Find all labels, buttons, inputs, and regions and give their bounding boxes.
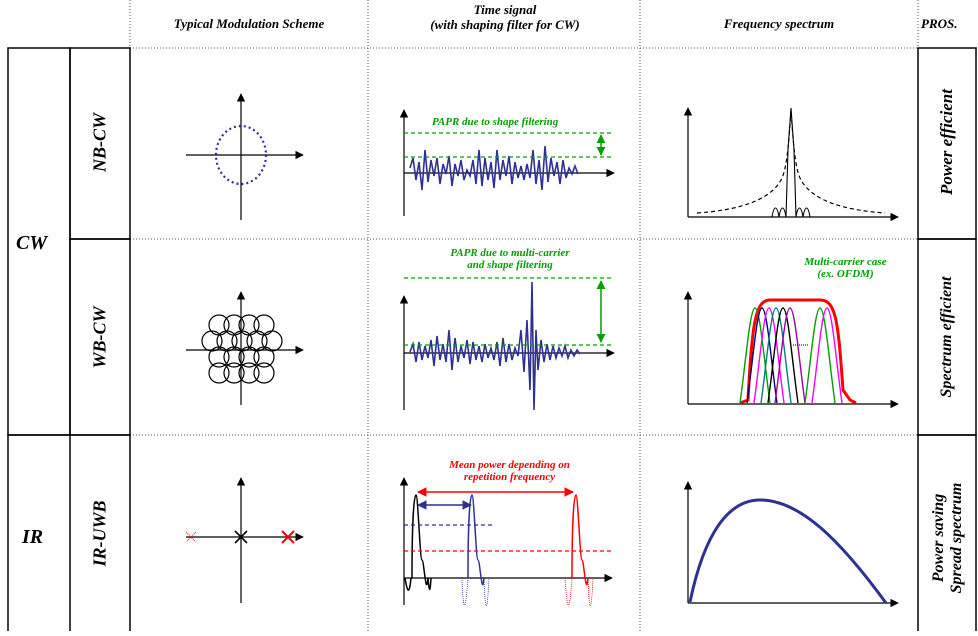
nbcw-spectrum <box>683 107 899 222</box>
nbcw-constellation <box>186 93 304 220</box>
row-label-iruwb: IR-UWB <box>89 500 110 567</box>
iruwb-mean-line1: Mean power depending on <box>449 459 570 471</box>
wbcw-multicarrier-annotation: Multi-carrier case (ex. OFDM) <box>778 256 913 280</box>
pros-iruwb-line2: Spread spectrum <box>948 482 965 594</box>
wbcw-mc-line1: Multi-carrier case <box>804 256 887 268</box>
header-time-line2: (with shaping filter for CW) <box>430 17 580 32</box>
header-time-signal: Time signal (with shaping filter for CW) <box>372 2 638 32</box>
iruwb-spectrum <box>683 481 899 608</box>
iruwb-constellation <box>185 477 304 603</box>
nbcw-time-signal <box>399 109 615 216</box>
iruwb-mean-power-annotation: Mean power depending on repetition frequ… <box>412 459 607 483</box>
wbcw-mc-line2: (ex. OFDM) <box>817 268 874 280</box>
header-time-line1: Time signal <box>473 2 537 17</box>
nbcw-papr-annotation: PAPR due to shape filtering <box>432 116 559 128</box>
row-label-wbcw: WB-CW <box>89 306 110 369</box>
wbcw-papr-line1: PAPR due to multi-carrier <box>450 247 570 259</box>
row-label-nbcw: NB-CW <box>89 113 110 173</box>
pros-nbcw: Power efficient <box>937 89 956 195</box>
wbcw-papr-annotation: PAPR due to multi-carrier and shape filt… <box>420 247 600 271</box>
wbcw-papr-line2: and shape filtering <box>467 259 553 271</box>
wbcw-constellation <box>186 291 304 405</box>
iruwb-time-signal <box>399 477 613 607</box>
header-pros: PROS. <box>921 16 958 31</box>
pros-wbcw: Spectrum efficient <box>938 276 955 398</box>
header-modulation: Typical Modulation Scheme <box>173 16 325 31</box>
wbcw-spectrum <box>683 291 899 409</box>
left-borders <box>7 47 977 631</box>
pros-iruwb: Power saving Spread spectrum <box>930 473 966 603</box>
iruwb-mean-line2: repetition frequency <box>463 471 556 483</box>
group-ir: IR <box>22 526 44 548</box>
wbcw-time-signal <box>399 277 615 411</box>
header-frequency: Frequency spectrum <box>723 16 835 31</box>
pros-iruwb-line1: Power saving <box>930 493 947 583</box>
grid-lines <box>129 0 978 631</box>
group-cw: CW <box>16 232 48 254</box>
